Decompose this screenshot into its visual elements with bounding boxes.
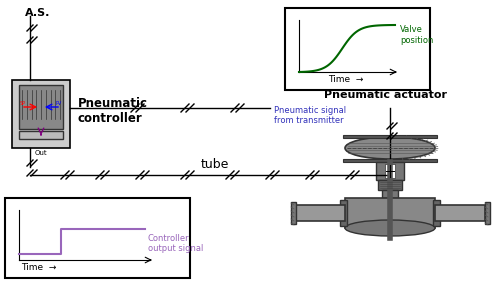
Text: Pneumatic signal
from transmitter: Pneumatic signal from transmitter <box>274 106 346 125</box>
Text: Time  →: Time → <box>21 263 57 272</box>
Bar <box>12 80 70 148</box>
Bar <box>378 180 402 190</box>
Text: Pneumatic
controller: Pneumatic controller <box>78 97 148 125</box>
Text: Pneumatic actuator: Pneumatic actuator <box>324 90 446 100</box>
Text: PV: PV <box>56 101 62 106</box>
Bar <box>345 198 435 228</box>
Ellipse shape <box>345 220 435 236</box>
Text: Out: Out <box>34 150 48 156</box>
Bar <box>19 131 63 139</box>
Bar <box>376 162 404 180</box>
Text: Controller
output signal: Controller output signal <box>148 234 204 253</box>
Text: A.S.: A.S. <box>25 8 50 18</box>
Bar <box>291 202 296 224</box>
Bar <box>385 164 395 178</box>
Bar <box>5 198 190 278</box>
Bar <box>382 190 398 198</box>
Bar <box>343 135 437 138</box>
Bar <box>285 8 430 90</box>
Bar <box>19 85 63 129</box>
Text: Valve
position: Valve position <box>400 25 434 45</box>
Bar <box>485 202 490 224</box>
Text: Time  →: Time → <box>328 75 363 84</box>
Bar <box>295 205 345 221</box>
Bar <box>343 159 437 162</box>
Text: SP: SP <box>20 101 26 106</box>
Text: tube: tube <box>201 158 229 171</box>
Bar <box>433 200 440 226</box>
Bar <box>435 205 485 221</box>
Ellipse shape <box>345 137 435 159</box>
Bar <box>340 200 347 226</box>
